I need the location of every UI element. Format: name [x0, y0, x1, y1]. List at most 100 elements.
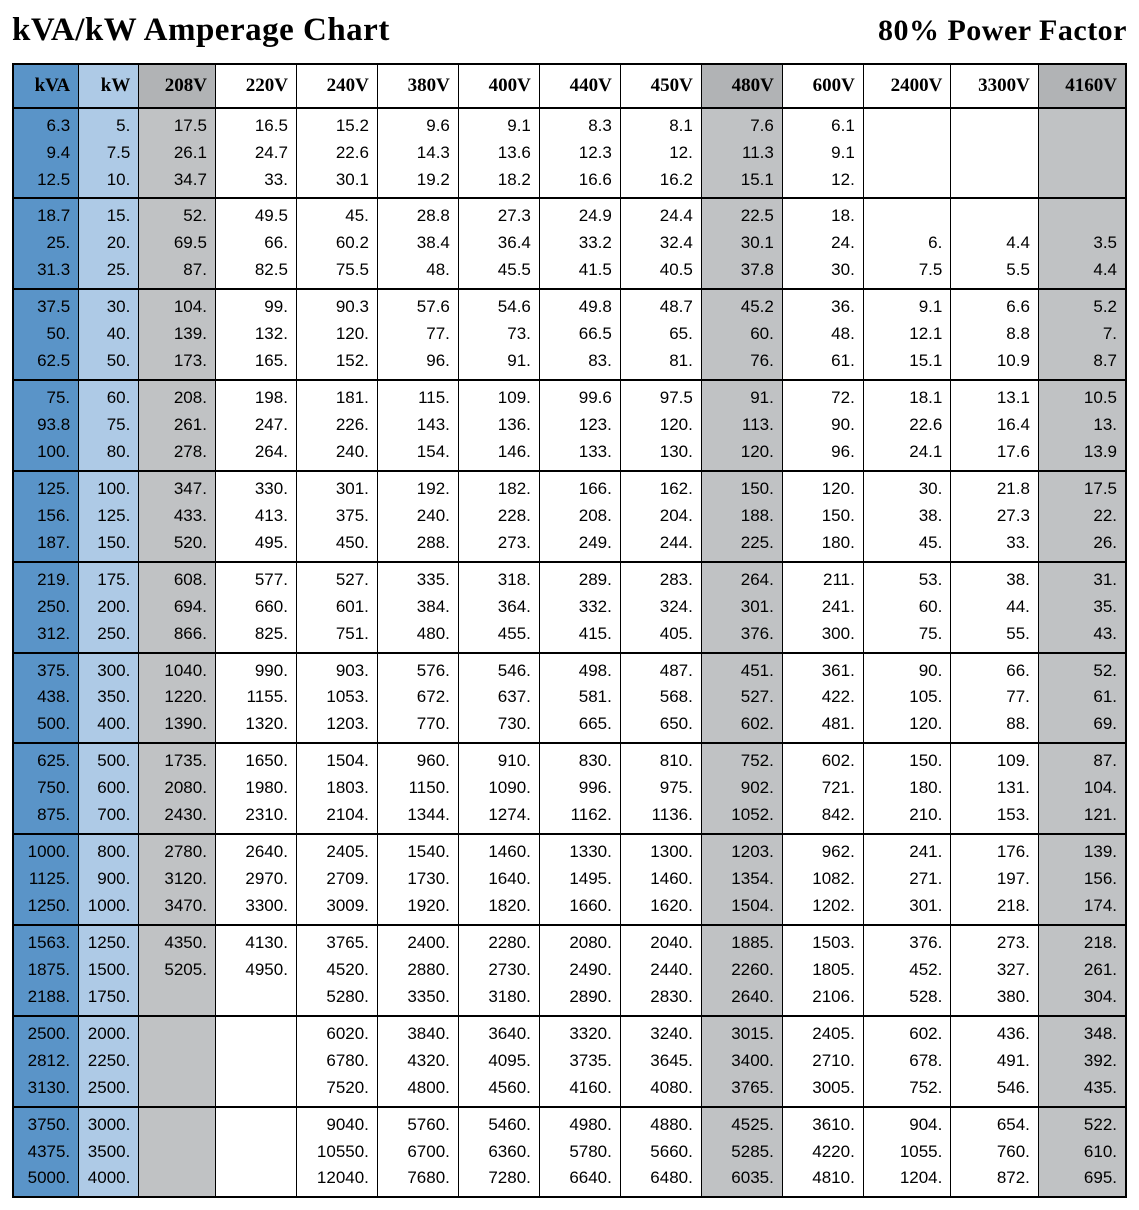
col-header-v480: 480V	[701, 64, 782, 108]
table-row: 875.700.2430.2310.2104.1344.1274.1162.11…	[13, 802, 1126, 834]
cell: 11.3	[701, 140, 782, 167]
cell: 300.	[782, 621, 863, 653]
cell: 57.6	[377, 289, 458, 321]
cell: 7.6	[701, 108, 782, 140]
cell: 90.	[782, 412, 863, 439]
cell	[215, 1016, 296, 1048]
cell: 40.5	[620, 257, 701, 289]
cell: 15.1	[701, 167, 782, 199]
cell: 69.	[1038, 711, 1126, 743]
cell: 451.	[701, 653, 782, 685]
cell: 18.1	[863, 380, 951, 412]
cell: 173.	[139, 348, 216, 380]
cell: 500.	[13, 711, 79, 743]
cell: 241.	[782, 594, 863, 621]
cell: 24.9	[539, 198, 620, 230]
cell: 48.7	[620, 289, 701, 321]
cell: 1495.	[539, 866, 620, 893]
cell: 88.	[951, 711, 1039, 743]
cell: 25.	[13, 230, 79, 257]
cell: 1620.	[620, 893, 701, 925]
cell: 15.1	[863, 348, 951, 380]
cell: 5660.	[620, 1139, 701, 1166]
cell	[951, 198, 1039, 230]
cell: 13.6	[458, 140, 539, 167]
cell: 1136.	[620, 802, 701, 834]
cell: 1660.	[539, 893, 620, 925]
col-header-v240: 240V	[296, 64, 377, 108]
cell: 38.4	[377, 230, 458, 257]
cell	[951, 108, 1039, 140]
cell: 1344.	[377, 802, 458, 834]
cell: 10.9	[951, 348, 1039, 380]
cell: 121.	[1038, 802, 1126, 834]
table-row: 3750.3000.9040.5760.5460.4980.4880.4525.…	[13, 1107, 1126, 1139]
cell: 903.	[296, 653, 377, 685]
cell: 694.	[139, 594, 216, 621]
cell: 60.2	[296, 230, 377, 257]
cell: 143.	[377, 412, 458, 439]
cell: 6640.	[539, 1165, 620, 1197]
cell: 1650.	[215, 743, 296, 775]
cell: 2310.	[215, 802, 296, 834]
cell: 455.	[458, 621, 539, 653]
cell: 9.6	[377, 108, 458, 140]
cell: 5205.	[139, 957, 216, 984]
cell: 5460.	[458, 1107, 539, 1139]
cell: 6780.	[296, 1048, 377, 1075]
cell: 491.	[951, 1048, 1039, 1075]
cell: 450.	[296, 530, 377, 562]
cell: 810.	[620, 743, 701, 775]
cell: 422.	[782, 684, 863, 711]
cell: 1504.	[701, 893, 782, 925]
cell: 180.	[782, 530, 863, 562]
cell: 8.1	[620, 108, 701, 140]
cell: 4800.	[377, 1075, 458, 1107]
cell: 9.4	[13, 140, 79, 167]
cell: 3500.	[79, 1139, 139, 1166]
cell: 49.5	[215, 198, 296, 230]
cell: 12.3	[539, 140, 620, 167]
cell: 273.	[458, 530, 539, 562]
cell: 318.	[458, 562, 539, 594]
cell: 48.	[377, 257, 458, 289]
cell: 4160.	[539, 1075, 620, 1107]
cell: 1750.	[79, 984, 139, 1016]
cell: 300.	[79, 653, 139, 685]
cell: 218.	[951, 893, 1039, 925]
cell: 2709.	[296, 866, 377, 893]
cell: 6.	[863, 230, 951, 257]
table-row: 93.875.261.247.226.143.136.123.120.113.9…	[13, 412, 1126, 439]
col-header-v600: 600V	[782, 64, 863, 108]
cell: 904.	[863, 1107, 951, 1139]
cell: 3350.	[377, 984, 458, 1016]
table-row: 9.47.526.124.722.614.313.612.312.11.39.1	[13, 140, 1126, 167]
cell: 3765.	[701, 1075, 782, 1107]
table-header-row: kVAkW208V220V240V380V400V440V450V480V600…	[13, 64, 1126, 108]
cell: 730.	[458, 711, 539, 743]
cell: 301.	[701, 594, 782, 621]
cell: 438.	[13, 684, 79, 711]
cell: 637.	[458, 684, 539, 711]
cell: 1053.	[296, 684, 377, 711]
cell: 4130.	[215, 925, 296, 957]
cell: 5.	[79, 108, 139, 140]
cell: 241.	[863, 834, 951, 866]
cell: 45.	[863, 530, 951, 562]
cell: 17.5	[1038, 471, 1126, 503]
cell: 9.1	[863, 289, 951, 321]
cell: 26.	[1038, 530, 1126, 562]
cell: 3120.	[139, 866, 216, 893]
cell: 289.	[539, 562, 620, 594]
cell: 261.	[139, 412, 216, 439]
cell: 3130.	[13, 1075, 79, 1107]
cell: 115.	[377, 380, 458, 412]
cell: 2780.	[139, 834, 216, 866]
cell: 87.	[1038, 743, 1126, 775]
col-header-v208: 208V	[139, 64, 216, 108]
cell: 162.	[620, 471, 701, 503]
cell: 1250.	[13, 893, 79, 925]
cell: 405.	[620, 621, 701, 653]
cell: 4.4	[1038, 257, 1126, 289]
cell: 13.	[1038, 412, 1126, 439]
